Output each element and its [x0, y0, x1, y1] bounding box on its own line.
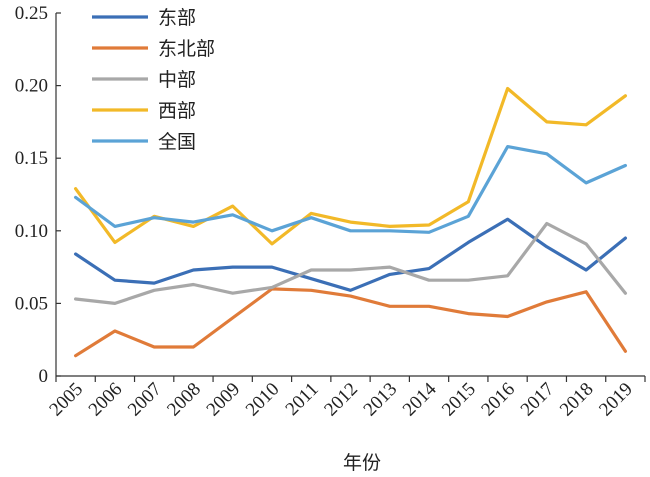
x-tick-label: 2017	[517, 379, 559, 421]
x-tick-label: 2011	[282, 379, 323, 420]
x-tick-label: 2006	[85, 379, 127, 421]
legend-label: 西部	[158, 100, 196, 122]
y-tick-label: 0.10	[15, 221, 48, 242]
x-tick-label: 2015	[438, 379, 480, 421]
x-tick-label: 2018	[556, 379, 598, 421]
x-tick-label: 2012	[320, 379, 362, 421]
x-tick-label: 2014	[399, 378, 441, 420]
series-layer	[73, 86, 628, 358]
y-tick-label: 0.25	[15, 3, 48, 24]
x-tick-label: 2010	[242, 379, 284, 421]
series-line-2	[73, 287, 628, 358]
x-tick-label: 2016	[477, 379, 519, 421]
y-tick-label: 0.20	[15, 76, 48, 97]
x-tick-label: 2009	[203, 379, 245, 421]
legend-label: 全国	[158, 131, 196, 153]
x-tick-label: 2008	[163, 379, 205, 421]
y-tick-label: 0.05	[15, 293, 48, 314]
x-tick-label: 2013	[360, 379, 402, 421]
x-tick-label: 2005	[45, 379, 87, 421]
legend-label: 东部	[158, 7, 196, 29]
legend-label: 中部	[158, 69, 196, 91]
legend-label: 东北部	[158, 38, 215, 60]
series-line-1	[73, 217, 628, 292]
y-tick-label: 0	[39, 366, 49, 387]
x-tick-label: 2007	[124, 379, 166, 421]
series-line-5	[73, 145, 628, 234]
x-axis-title: 年份	[343, 452, 381, 474]
y-tick-label: 0.15	[15, 148, 48, 169]
axes: 0 0.05 0.10 0.15 0.20 0.25 2005200620072008200…	[15, 3, 646, 421]
x-tick-label: 2019	[595, 379, 637, 421]
series-line-3	[73, 221, 628, 305]
